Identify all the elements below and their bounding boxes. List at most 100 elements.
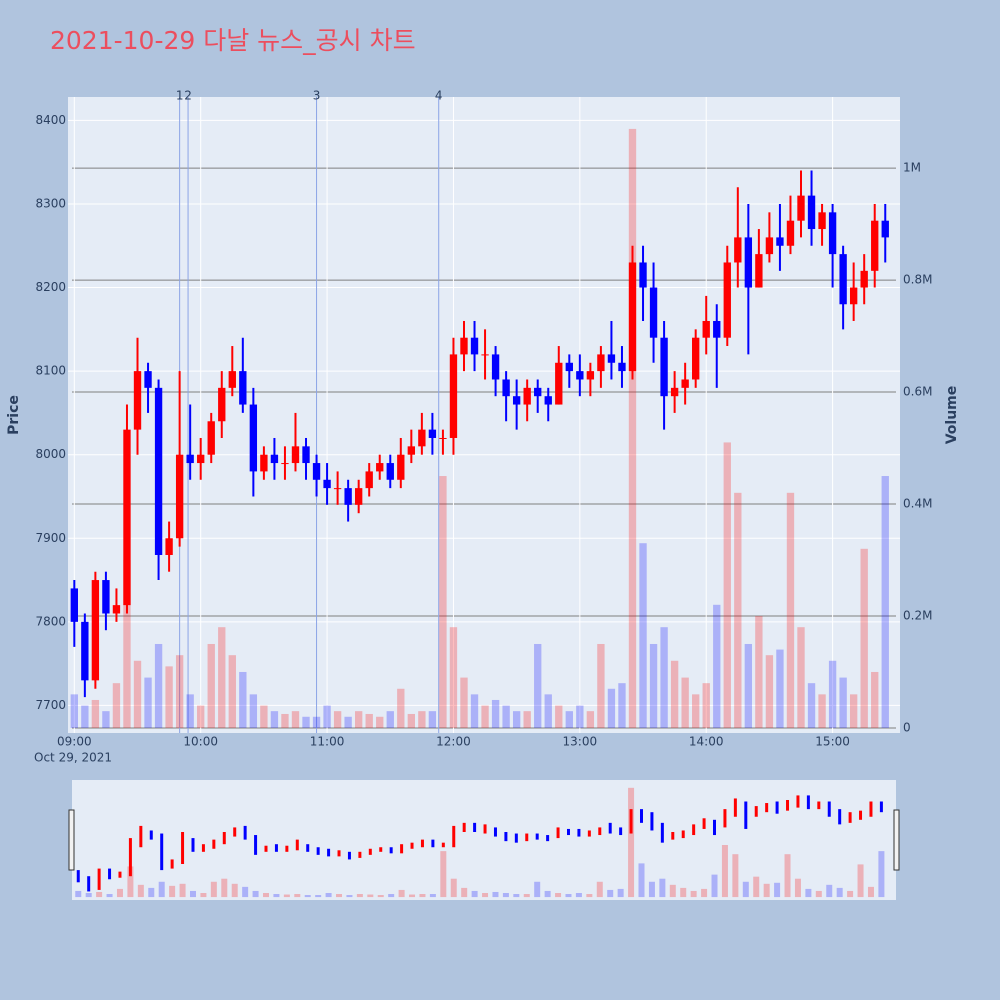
mini-volume-bar [169,885,176,898]
candle-body [112,605,121,614]
volume-bar [702,683,710,728]
range-slider[interactable] [72,780,896,900]
mini-volume-bar [732,854,739,898]
volume-bar [512,711,521,728]
candle-body [628,262,637,372]
candle-body [534,387,542,397]
candle-body [786,220,795,246]
mini-volume-bar [701,888,708,898]
candle-body [207,421,215,455]
candle-body [744,237,753,288]
candle-body [175,454,184,539]
candle-body [871,220,879,271]
range-handle[interactable] [68,809,75,871]
volume-bar [544,694,552,728]
volume-bar [502,705,510,728]
mini-volume-bar [836,887,843,898]
volume-bar [165,666,173,728]
mini-volume-bar [377,895,384,898]
x-date-label: Oct 29, 2021 [34,751,112,765]
candle-body [597,354,605,372]
candle-body [555,362,563,405]
mini-volume-bar [774,882,781,898]
candle-body [576,371,584,380]
volume-bar [365,713,373,728]
candle-body [681,379,689,388]
candle-body [418,429,426,447]
candle-body [154,387,163,555]
mini-volume-bar [419,894,426,898]
mini-volume-bar [638,863,645,898]
y-tick-label: 8000 [35,447,66,461]
mini-volume-bar [721,845,728,898]
volume-bar [871,671,879,728]
plot-area [68,97,900,733]
candle-body [249,404,258,472]
mini-volume-bar [867,886,874,898]
y-tick-label: 8200 [35,280,66,294]
y-tick-label: 8100 [35,364,66,378]
volume-bar [133,660,142,728]
volume-bar [849,694,858,728]
mini-volume-bar [294,894,301,898]
volume-bar [765,655,774,728]
candle-body [449,354,458,438]
candle-body [523,387,531,405]
mini-volume-bar [586,894,593,898]
mini-volume-bar [690,890,697,898]
y2-tick-label: 1M [903,161,921,175]
mini-volume-bar [210,881,217,898]
volume-bar [102,711,110,728]
mini-volume-bar [148,887,155,898]
volume-bar [460,677,468,728]
volume-bar [397,688,405,728]
candle-body [407,446,416,455]
mini-volume-bar [346,895,353,898]
candle-body [723,262,731,338]
x-tick-label: 12:00 [436,735,471,749]
volume-bar [692,694,700,728]
volume-bar [660,627,668,728]
volume-bar [618,683,626,728]
volume-bar [839,677,847,728]
mini-volume-bar [116,888,123,898]
candle-body [302,446,310,464]
mini-volume-bar [659,878,666,898]
mini-volume-bar [273,894,280,898]
candle-body [660,337,668,397]
volume-bar [755,615,763,728]
volume-bar [175,655,184,728]
volume-bar [681,677,689,728]
volume-bar [228,655,236,728]
range-handle[interactable] [893,809,900,871]
y-tick-label: 7800 [35,614,66,628]
mini-volume-bar [127,866,134,898]
volume-bar [807,683,816,728]
mini-volume-bar [283,894,290,898]
y2-tick-label: 0.6M [903,385,932,399]
volume-bar [239,671,247,728]
y-tick-label: 8400 [35,113,66,127]
volume-bar [418,711,426,728]
candle-body [797,195,805,221]
y-axis-title: Price [6,395,22,435]
volume-bar [439,476,447,728]
mini-volume-bar [492,891,499,898]
volume-bar [828,660,837,728]
candle-body [218,387,226,422]
volume-bar [91,699,100,728]
volume-bar [123,560,131,728]
volume-bar [523,711,531,728]
volume-bar [670,660,679,728]
mini-volume-bar [648,881,655,898]
mini-volume-bar [628,787,635,898]
mini-volume-bar [826,884,833,898]
mini-volume-bar [534,881,541,898]
candle-body [239,371,247,405]
mini-volume-bar [878,851,885,898]
mini-volume-bar [75,890,82,898]
mini-volume-bar [461,887,468,898]
chart-title: 2021-10-29 다날 뉴스_공시 차트 [50,26,416,55]
mini-volume-bar [596,881,603,898]
